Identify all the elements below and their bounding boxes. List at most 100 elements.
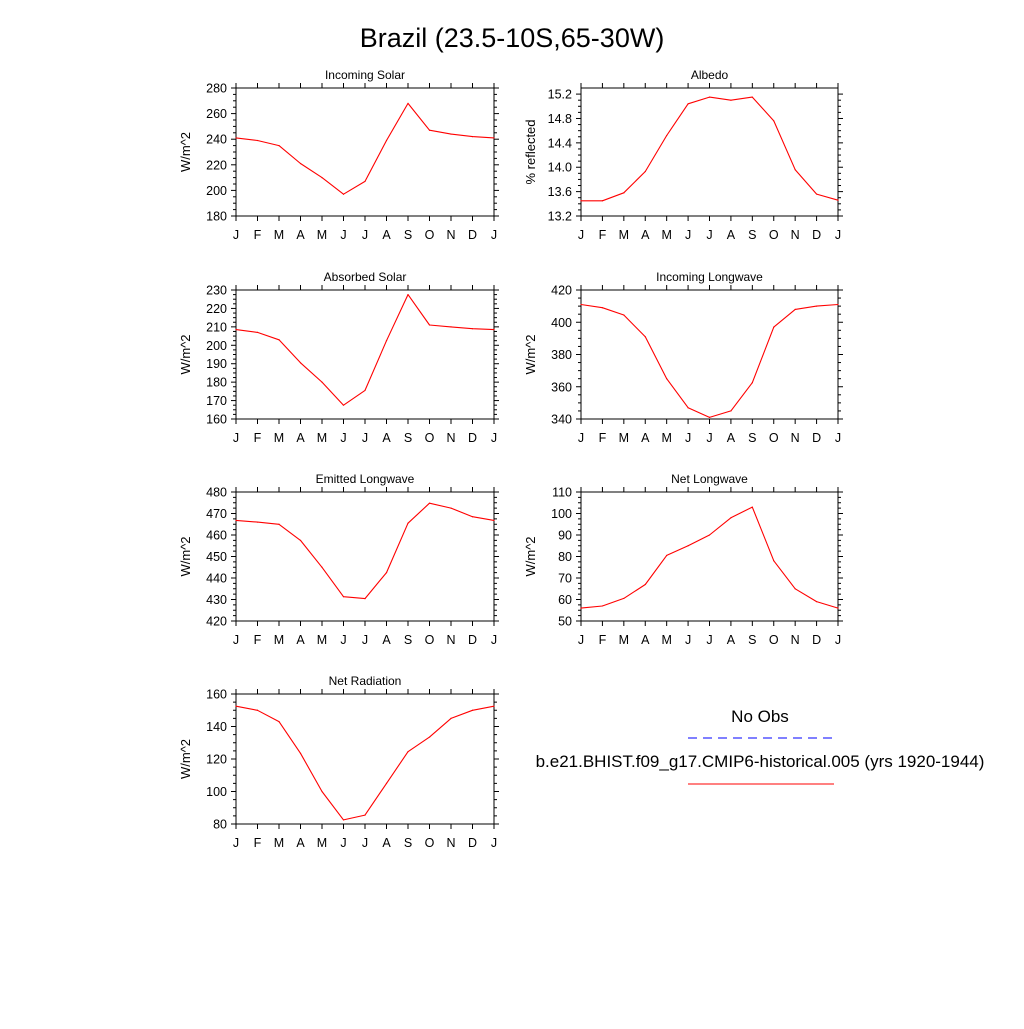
data-point [730, 517, 732, 519]
y-tick-label: 100 [206, 785, 227, 799]
x-tick-label: M [661, 633, 671, 647]
x-tick-label: N [446, 836, 455, 850]
plot-frame [235, 491, 495, 622]
data-point [580, 303, 582, 306]
series-line-model [580, 506, 839, 609]
x-tick-label: F [599, 228, 607, 242]
series-line-model [235, 502, 495, 600]
panel-title: Net Longwave [671, 472, 748, 486]
y-tick-label: 240 [206, 133, 227, 147]
x-tick-label: F [254, 633, 262, 647]
data-point [708, 416, 711, 418]
data-point [644, 583, 646, 586]
panel-albedo: Albedo 13.2 13.6 14.0 14.4 14.8 15.2 % reflecte… [523, 68, 843, 242]
x-tick-label: D [468, 431, 477, 445]
y-tick-label: 14.4 [548, 136, 572, 150]
data-point [342, 819, 345, 821]
x-tick-label: A [727, 228, 736, 242]
data-point [342, 404, 345, 406]
data-point [428, 502, 431, 504]
data-point [471, 709, 474, 711]
y-tick-label: 13.2 [548, 210, 572, 224]
data-point [256, 331, 259, 333]
x-tick-label: J [835, 228, 841, 242]
x-tick-label: D [468, 633, 477, 647]
x-tick-label: J [706, 228, 712, 242]
data-point [837, 199, 839, 201]
data-point [751, 382, 753, 384]
data-point [708, 534, 711, 536]
x-tick-label: S [748, 633, 756, 647]
data-point [687, 545, 689, 547]
data-point [493, 329, 495, 331]
x-tick-label: J [340, 836, 346, 850]
data-point [407, 751, 409, 753]
data-point [773, 560, 775, 562]
data-point [687, 103, 689, 105]
x-tick-label: A [296, 836, 305, 850]
y-tick-label: 120 [206, 753, 227, 767]
y-tick-label: 13.6 [548, 185, 572, 199]
data-point [751, 506, 753, 508]
x-tick-label: J [578, 431, 584, 445]
data-point [837, 303, 839, 306]
x-tick-label: J [233, 228, 239, 242]
y-tick-label: 100 [551, 507, 572, 521]
data-point [623, 314, 625, 316]
series-line-model [235, 102, 495, 195]
data-point [256, 521, 259, 523]
data-point [321, 381, 323, 383]
x-tick-label: A [382, 431, 391, 445]
y-tick-label: 80 [558, 550, 572, 564]
data-point [235, 705, 237, 707]
y-tick-label: 470 [206, 507, 227, 521]
data-point [364, 814, 366, 816]
plot-frame [580, 289, 839, 420]
data-point [815, 193, 818, 195]
data-point [407, 522, 409, 524]
data-point [364, 598, 366, 600]
panel-title: Incoming Longwave [656, 270, 763, 284]
series-line-model [235, 705, 495, 821]
x-tick-label: A [382, 836, 391, 850]
data-point [471, 328, 474, 330]
data-point [666, 134, 668, 137]
x-tick-label: A [727, 431, 736, 445]
plot-frame [580, 491, 839, 622]
x-tick-label: A [296, 228, 305, 242]
data-point [493, 519, 495, 521]
y-tick-label: 430 [206, 593, 227, 607]
data-point [623, 597, 625, 600]
data-point [385, 139, 388, 142]
y-tick-label: 14.8 [548, 112, 572, 126]
x-tick-label: S [404, 836, 412, 850]
panel-title: Net Radiation [329, 674, 402, 688]
legend-model-label: b.e21.BHIST.f09_g17.CMIP6-historical.005… [536, 752, 985, 771]
legend: No Obs b.e21.BHIST.f09_g17.CMIP6-histori… [536, 707, 985, 785]
x-tick-label: A [296, 633, 305, 647]
data-point [428, 736, 431, 738]
y-tick-label: 70 [558, 572, 572, 586]
x-tick-label: N [791, 431, 800, 445]
x-tick-label: N [446, 431, 455, 445]
y-tick-label: 90 [558, 529, 572, 543]
data-point [278, 523, 280, 525]
data-point [342, 193, 345, 195]
x-tick-label: M [317, 228, 327, 242]
y-tick-label: 450 [206, 550, 227, 564]
data-point [751, 96, 753, 98]
x-tick-label: M [619, 633, 629, 647]
plot-frame [235, 87, 495, 217]
y-tick-label: 50 [558, 615, 572, 629]
x-tick-label: F [599, 633, 607, 647]
y-axis-label: W/m^2 [523, 536, 538, 576]
x-tick-label: O [769, 431, 779, 445]
y-axis-label: W/m^2 [178, 739, 193, 779]
x-tick-label: J [340, 431, 346, 445]
data-point [644, 336, 646, 338]
